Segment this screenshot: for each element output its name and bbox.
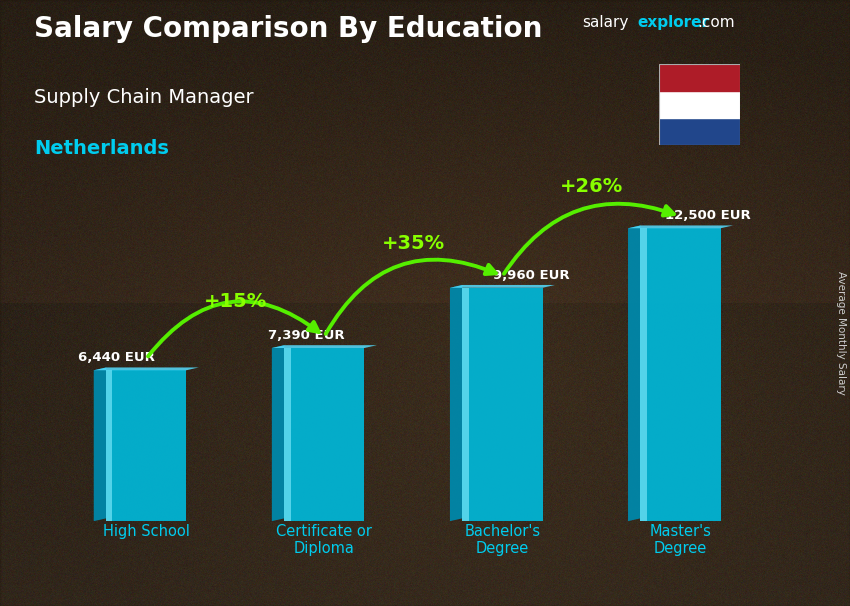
Text: Netherlands: Netherlands — [34, 139, 169, 158]
Polygon shape — [94, 367, 106, 521]
Text: Supply Chain Manager: Supply Chain Manager — [34, 88, 253, 107]
Text: Bachelor's
Degree: Bachelor's Degree — [464, 524, 541, 556]
Polygon shape — [628, 225, 733, 228]
Polygon shape — [272, 345, 377, 348]
FancyArrowPatch shape — [504, 204, 674, 274]
Bar — [641, 228, 647, 521]
Text: 6,440 EUR: 6,440 EUR — [77, 351, 155, 364]
Text: Master's
Degree: Master's Degree — [649, 524, 711, 556]
Bar — [462, 288, 542, 521]
Text: High School: High School — [103, 524, 190, 539]
Text: 9,960 EUR: 9,960 EUR — [493, 269, 570, 282]
Text: explorer: explorer — [638, 15, 710, 30]
Text: .com: .com — [697, 15, 734, 30]
Text: +15%: +15% — [204, 291, 267, 310]
Polygon shape — [450, 285, 462, 521]
Bar — [641, 228, 721, 521]
Text: Certificate or
Diploma: Certificate or Diploma — [276, 524, 372, 556]
Text: +35%: +35% — [382, 234, 445, 253]
Bar — [659, 91, 740, 118]
Polygon shape — [272, 345, 284, 521]
Text: +26%: +26% — [560, 177, 623, 196]
Bar — [284, 348, 365, 521]
Bar — [659, 64, 740, 91]
Text: 7,390 EUR: 7,390 EUR — [269, 329, 345, 342]
Polygon shape — [94, 367, 199, 370]
Text: Salary Comparison By Education: Salary Comparison By Education — [34, 15, 542, 43]
Text: salary: salary — [582, 15, 629, 30]
Polygon shape — [628, 225, 641, 521]
Bar — [106, 370, 186, 521]
Bar — [462, 288, 468, 521]
FancyArrowPatch shape — [148, 301, 319, 356]
Polygon shape — [450, 285, 555, 288]
FancyArrowPatch shape — [326, 259, 496, 334]
Text: Average Monthly Salary: Average Monthly Salary — [836, 271, 846, 395]
Bar — [284, 348, 291, 521]
Bar — [659, 118, 740, 145]
Text: 12,500 EUR: 12,500 EUR — [666, 210, 751, 222]
Bar — [106, 370, 112, 521]
